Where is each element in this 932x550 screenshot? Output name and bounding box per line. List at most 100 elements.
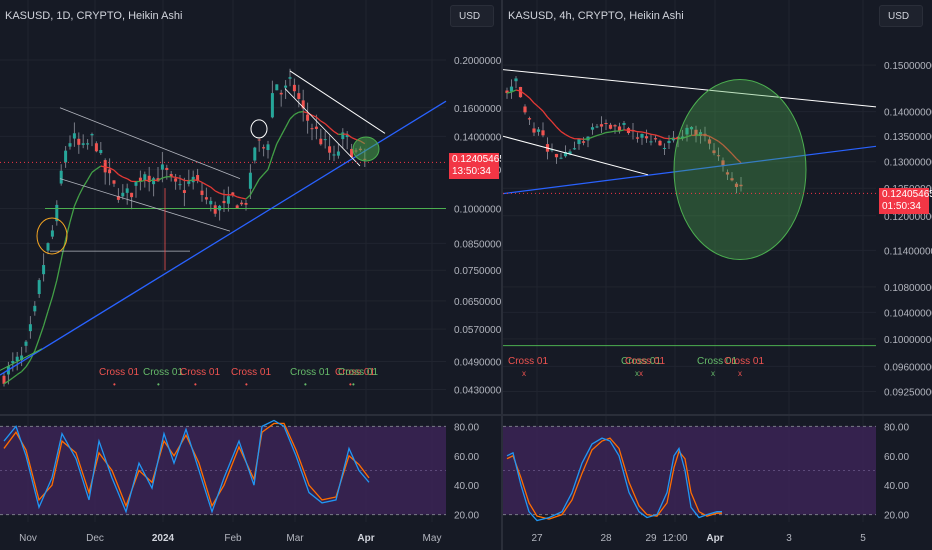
candle-up [550, 149, 554, 151]
candle-down [707, 139, 712, 144]
candle-countdown: 13:50:34 [452, 166, 491, 177]
candle-down [204, 197, 208, 200]
moving-average-segment [12, 374, 18, 379]
candle-down [523, 106, 527, 113]
candle-down [716, 155, 721, 157]
chart-pane-daily[interactable]: 0.200000000.160000000.140000000.12000000… [0, 0, 505, 550]
candle-up [336, 151, 340, 156]
candle-up [590, 127, 595, 130]
cross-signal-marker: • [157, 380, 160, 389]
moving-average-segment [605, 131, 611, 134]
oscillator-axis-label: 60.00 [454, 452, 479, 463]
candle-down [653, 138, 658, 140]
candle-up [275, 84, 279, 91]
moving-average-segment [64, 221, 71, 240]
cross-signal-label: Cross 01 [180, 367, 220, 378]
time-axis-label: 2024 [152, 533, 175, 544]
price-axis-label: 0.11400000 [884, 246, 932, 257]
moving-average-segment [267, 155, 274, 170]
candle-down [554, 153, 559, 158]
candle-down [231, 192, 235, 196]
moving-average-segment [718, 140, 724, 146]
cross-signal-marker: x [738, 369, 742, 378]
moving-average-segment [704, 134, 710, 137]
moving-average-segment [60, 239, 67, 261]
candle-up [37, 280, 41, 295]
moving-average-segment [91, 168, 97, 173]
currency-button-daily[interactable]: USD [450, 5, 494, 27]
cross-signal-label: Cross 01 [99, 367, 139, 378]
candle-down [319, 138, 323, 145]
moving-average-segment [324, 123, 331, 129]
rising-support-line [503, 145, 877, 195]
moving-average-segment [569, 136, 575, 140]
candle-down [297, 93, 301, 99]
moving-average-segment [351, 136, 357, 141]
moving-average-segment [659, 135, 665, 139]
chart-pane-4h[interactable]: 0.15000000 0.14000000 0.13500000 0.13000000… [503, 0, 932, 550]
candle-down [613, 125, 617, 127]
price-axis-label: 0.09600000 [884, 362, 932, 373]
moving-average-segment [245, 194, 251, 200]
time-axis-label: Mar [286, 533, 304, 544]
candle-up [685, 127, 689, 135]
candle-down [262, 147, 266, 149]
moving-average-segment [219, 192, 225, 196]
candle-up [72, 133, 76, 139]
moving-average-segment [126, 178, 132, 182]
candle-down [213, 205, 217, 214]
price-axis-label: 0.05700000 [454, 325, 502, 336]
time-axis-label: Apr [706, 533, 723, 544]
moving-average-segment [263, 169, 269, 175]
moving-average-segment [289, 114, 295, 120]
cross-signal-marker: x [522, 369, 526, 378]
moving-average-segment [538, 106, 544, 112]
moving-average-segment [258, 173, 265, 180]
moving-average-segment [201, 181, 207, 186]
moving-average-segment [529, 97, 535, 104]
candle-down [730, 178, 734, 181]
moving-average-segment [560, 130, 566, 136]
cross-signal-marker: • [194, 380, 197, 389]
candle-up [86, 143, 90, 145]
candle-down [169, 174, 173, 177]
moving-average-segment [271, 143, 278, 157]
moving-average-segment [646, 132, 652, 135]
price-axis-label: 0.14000000 [454, 132, 502, 143]
moving-average-segment [197, 179, 203, 183]
moving-average-segment [551, 121, 557, 128]
candle-down [279, 92, 283, 95]
last-price-tag-daily: 0.12405465 13:50:34 [449, 153, 505, 179]
cross-signal-marker: • [304, 380, 307, 389]
time-axis-label: Apr [357, 533, 374, 544]
price-axis-label: 0.09250000 [884, 387, 932, 398]
price-axis-label: 0.10000000 [454, 205, 502, 216]
candle-up [649, 141, 653, 143]
candle-up [143, 174, 147, 181]
moving-average-segment [162, 176, 167, 179]
moving-average-segment [118, 173, 124, 178]
currency-button-4h[interactable]: USD [879, 5, 923, 27]
channel-lower-line [59, 178, 231, 232]
chart-title-4h: KASUSD, 4h, CRYPTO, Heikin Ashi [508, 10, 684, 22]
time-axis-label: 3 [786, 533, 792, 544]
price-axis-label: 0.04900000 [454, 357, 502, 368]
candle-down [77, 138, 81, 145]
moving-average-segment [179, 177, 185, 182]
candle-up [266, 144, 270, 151]
oscillator-axis-label: 40.00 [884, 481, 909, 492]
candle-up [226, 196, 230, 204]
moving-average-segment [241, 197, 247, 200]
candle-down [608, 124, 613, 129]
candle-down [301, 100, 305, 109]
cross-signal-label: Cross 01 [231, 367, 271, 378]
time-axis-label: 28 [600, 533, 612, 544]
moving-average-segment [578, 138, 584, 140]
moving-average-segment [315, 116, 322, 122]
pane-splitter[interactable] [501, 0, 503, 550]
4h-chart-canvas[interactable]: 0.15000000 0.14000000 0.13500000 0.13000000… [503, 0, 932, 550]
last-price-value: 0.12405465 [882, 189, 932, 200]
daily-chart-canvas[interactable]: 0.200000000.160000000.140000000.12000000… [0, 0, 502, 550]
moving-average-segment [16, 371, 22, 376]
candle-down [314, 126, 318, 129]
